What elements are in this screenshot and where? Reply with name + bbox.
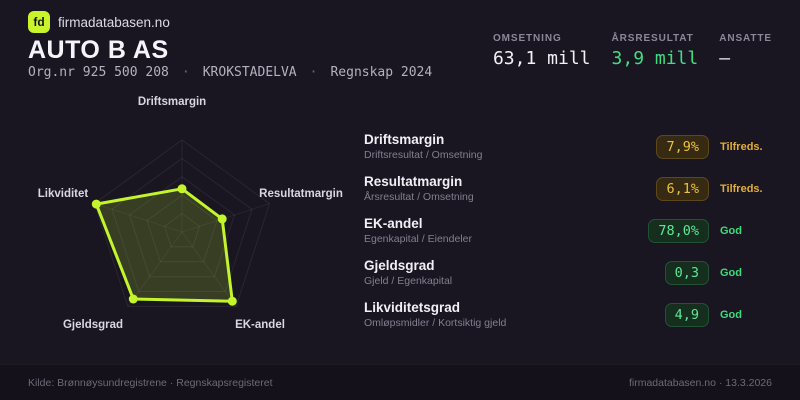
metric-status: God (720, 224, 742, 237)
stat-label: ÅRSRESULTAT (611, 33, 694, 44)
metric-title: Resultatmargin (364, 173, 463, 189)
stat-ansatte: ANSATTE – (719, 33, 772, 69)
metric-row-ek-andel: EK-andel Egenkapital / Eiendeler 78,0% G… (364, 215, 776, 246)
stat-value: 3,9 mill (611, 48, 699, 69)
metric-row-likviditetsgrad: Likviditetsgrad Omløpsmidler / Kortsikti… (364, 299, 776, 330)
metric-row-resultatmargin: Resultatmargin Årsresultat / Omsetning 6… (364, 173, 776, 204)
radar-axis-gjeldsgrad: Gjeldsgrad (62, 319, 124, 331)
metric-formula: Driftsresultat / Omsetning (364, 149, 483, 162)
metric-formula: Årsresultat / Omsetning (364, 191, 474, 204)
radar-axis-resultatmargin: Resultatmargin (259, 188, 343, 200)
company-name: AUTO B AS (28, 36, 169, 64)
brand: fd firmadatabasen.no (28, 11, 170, 33)
metric-status: Tilfreds. (720, 182, 763, 195)
metric-title: Likviditetsgrad (364, 299, 461, 315)
stat-label: ANSATTE (719, 33, 772, 44)
radar-axis-driftsmargin: Driftsmargin (137, 96, 207, 108)
metrics-panel: Driftsmargin Driftsresultat / Omsetning … (364, 131, 776, 341)
stat-value: 63,1 mill (492, 48, 591, 69)
metric-formula: Gjeld / Egenkapital (364, 275, 453, 288)
metric-status: God (720, 308, 742, 321)
radar-chart: Driftsmargin Resultatmargin EK-andel Gje… (12, 90, 352, 348)
radar-axis-likviditet: Likviditet (37, 188, 89, 200)
company-subline: Org.nr 925 500 208 · KROKSTADELVA · Regn… (28, 65, 432, 80)
brand-site-name: firmadatabasen.no (58, 14, 170, 30)
stat-label: OMSETNING (492, 33, 562, 44)
metric-row-driftsmargin: Driftsmargin Driftsresultat / Omsetning … (364, 131, 776, 162)
report-period: Regnskap 2024 (330, 65, 433, 80)
key-stats: OMSETNING 63,1 mill ÅRSRESULTAT 3,9 mill… (493, 33, 772, 69)
stat-omsetning: OMSETNING 63,1 mill (493, 33, 591, 69)
metric-row-gjeldsgrad: Gjeldsgrad Gjeld / Egenkapital 0,3 God (364, 257, 776, 288)
metric-title: EK-andel (364, 215, 423, 231)
radar-axis-ek-andel: EK-andel (235, 319, 285, 331)
stat-value: – (719, 48, 731, 69)
separator-dot: · (181, 65, 190, 80)
fd-logo-icon: fd (28, 11, 50, 33)
footer-attribution: firmadatabasen.no · 13.3.2026 (628, 376, 772, 389)
metric-value-badge: 7,9% (656, 134, 709, 159)
metric-title: Driftsmargin (364, 131, 445, 147)
metric-value-badge: 0,3 (664, 260, 709, 285)
metric-status: Tilfreds. (720, 140, 763, 153)
stat-arsresultat: ÅRSRESULTAT 3,9 mill (612, 33, 699, 69)
metric-title: Gjeldsgrad (364, 257, 435, 273)
metric-value-badge: 6,1% (656, 176, 709, 201)
metric-value-badge: 78,0% (648, 218, 709, 243)
company-location: KROKSTADELVA (202, 65, 297, 80)
metric-formula: Egenkapital / Eiendeler (364, 233, 472, 246)
metric-formula: Omløpsmidler / Kortsiktig gjeld (364, 317, 507, 330)
separator-dot: · (309, 65, 318, 80)
metric-status: God (720, 266, 742, 279)
metric-value-badge: 4,9 (664, 302, 709, 327)
footer-bar: Kilde: Brønnøysundregistrene · Regnskaps… (0, 364, 800, 400)
radar-chart-canvas (91, 139, 271, 307)
org-number: Org.nr 925 500 208 (28, 65, 169, 80)
footer-source: Kilde: Brønnøysundregistrene · Regnskaps… (28, 376, 273, 389)
